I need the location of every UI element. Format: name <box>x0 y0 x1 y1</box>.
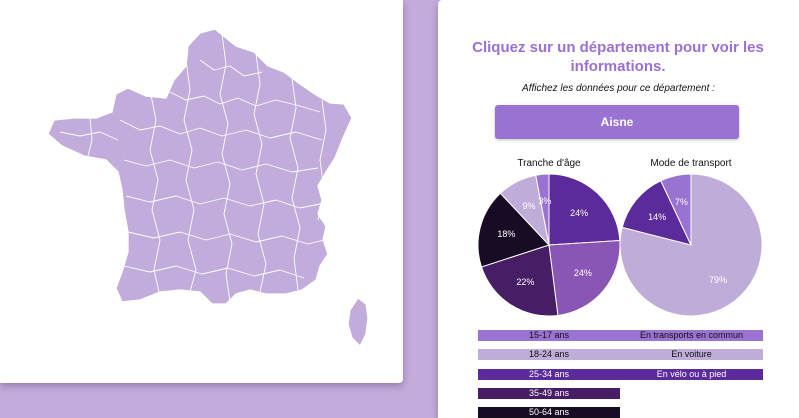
info-panel: Cliquez sur un département pour voir les… <box>438 0 799 418</box>
selected-department-button[interactable]: Aisne <box>495 105 739 139</box>
page-title: Cliquez sur un département pour voir les… <box>472 39 764 75</box>
age-slice-label-3: 18% <box>497 229 515 239</box>
age-slice-2[interactable] <box>480 244 559 317</box>
age-slice-label-5: 3% <box>538 196 551 206</box>
department-border-7 <box>219 33 233 303</box>
department-border-2 <box>125 195 321 209</box>
france-map[interactable] <box>0 0 403 383</box>
transport-slice-2[interactable] <box>660 173 692 246</box>
transport-slice-label-1: 14% <box>648 212 666 222</box>
department-prompt: Affichez les données pour ce département… <box>522 83 715 94</box>
legend-transport-commun: En transports en commun <box>620 330 763 341</box>
legend-age-50-64: 50-64 ans <box>478 407 620 418</box>
department-border-8 <box>253 53 267 293</box>
age-slice-label-1: 24% <box>574 268 592 278</box>
department-border-12 <box>87 117 93 157</box>
corsica[interactable] <box>347 297 369 348</box>
legend-age-18-24: 18-24 ans <box>478 349 620 360</box>
department-borders <box>59 33 327 303</box>
department-border-14 <box>169 91 321 113</box>
transport-slice-label-2: 7% <box>675 197 688 207</box>
legend-age-15-17: 15-17 ans <box>478 330 620 341</box>
age-slice-label-0: 24% <box>570 208 588 218</box>
department-border-5 <box>149 89 161 297</box>
transport-chart-title: Mode de transport <box>650 158 732 169</box>
department-border-10 <box>317 99 327 221</box>
department-border-13 <box>199 59 263 77</box>
transport-slice-label-0: 79% <box>709 275 727 285</box>
france-departments[interactable] <box>47 28 369 348</box>
map-panel <box>0 0 403 383</box>
age-slice-5[interactable] <box>535 173 550 246</box>
age-slice-3[interactable] <box>477 192 550 268</box>
legend-age-35-49: 35-49 ans <box>478 388 620 399</box>
department-border-11 <box>59 131 119 141</box>
age-slice-0[interactable] <box>548 173 621 246</box>
department-border-3 <box>127 231 325 245</box>
legend-transport-velo: En vélo ou à pied <box>620 369 763 380</box>
age-slice-label-2: 22% <box>516 277 534 287</box>
transport-slice-1[interactable] <box>621 180 692 246</box>
transport-pie-chart[interactable]: 79% 14% 7% <box>616 170 766 320</box>
legend-transport-voiture: En voiture <box>620 349 763 360</box>
age-chart-title: Tranche d'âge <box>517 158 581 169</box>
legend-age-25-34: 25-34 ans <box>478 369 620 380</box>
department-border-0 <box>119 119 323 141</box>
age-slice-label-4: 9% <box>523 201 536 211</box>
department-border-9 <box>289 77 301 291</box>
age-pie-chart[interactable]: 24% 24% 22% 18% 9% 3% <box>474 170 624 320</box>
